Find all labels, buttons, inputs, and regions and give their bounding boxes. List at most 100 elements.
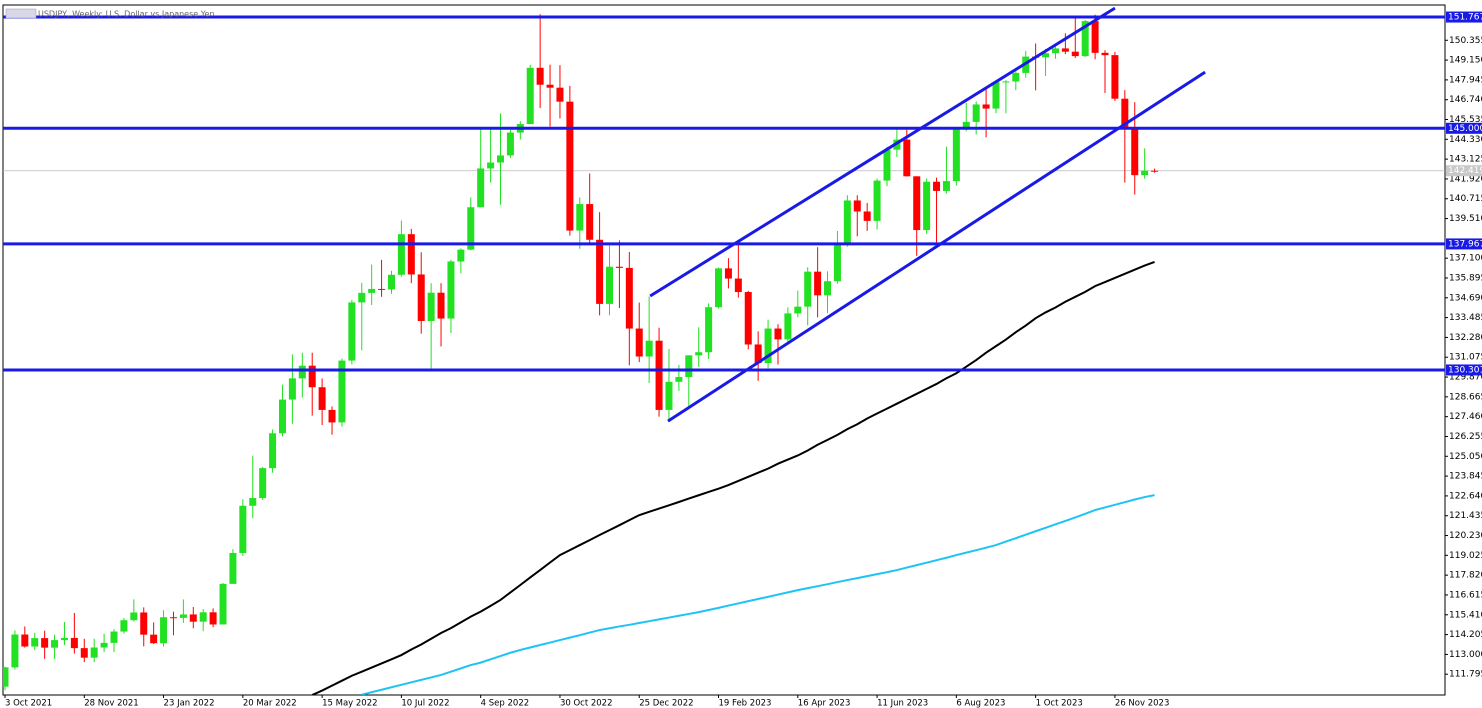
candle-body	[794, 306, 802, 314]
candle-body	[437, 292, 445, 319]
x-tick-label: 23 Jan 2022	[164, 699, 215, 708]
level-label-box	[1446, 122, 1482, 134]
plot-area	[3, 6, 1445, 695]
x-tick-label: 15 May 2022	[322, 699, 377, 708]
candle-body	[60, 637, 68, 641]
y-tick-label: 119.025	[1449, 551, 1482, 561]
level-label-box	[1446, 238, 1482, 250]
candle-body	[259, 468, 267, 499]
y-tick-label: 116.615	[1449, 590, 1482, 600]
level-label: 130.301	[1448, 365, 1482, 375]
y-tick-label: 113.000	[1449, 650, 1482, 660]
candle-body	[41, 638, 49, 648]
candle-body	[705, 307, 713, 353]
x-tick-label: 26 Nov 2023	[1115, 699, 1169, 708]
candle-body	[675, 377, 683, 382]
candle-body	[814, 271, 822, 296]
candle-body	[1061, 48, 1069, 52]
candle-body	[3, 667, 9, 687]
y-tick-label: 143.125	[1449, 155, 1482, 165]
candle-body	[586, 204, 594, 240]
candle-body	[804, 271, 812, 307]
candle-body	[338, 360, 346, 423]
x-tick-label: 3 Oct 2021	[5, 699, 52, 708]
candle-body	[596, 239, 604, 304]
candle-body	[923, 181, 931, 231]
x-tick-label: 30 Oct 2022	[560, 699, 613, 708]
candle-body	[724, 268, 732, 279]
candle-body	[90, 647, 98, 658]
y-tick-label: 120.230	[1449, 531, 1482, 541]
candle-body	[883, 149, 891, 181]
candle-body	[21, 634, 29, 647]
moving-average	[361, 494, 1155, 695]
candle-body	[665, 381, 673, 410]
candle-body	[526, 67, 534, 125]
y-tick-label: 133.485	[1449, 313, 1482, 323]
candle-body	[110, 631, 118, 643]
candle-body	[189, 614, 197, 622]
candle-body	[11, 634, 19, 668]
y-tick-label: 139.510	[1449, 214, 1482, 224]
candle-body	[1002, 81, 1010, 83]
y-tick-label: 134.690	[1449, 293, 1482, 303]
candle-body	[546, 84, 554, 88]
candle-body	[1042, 53, 1050, 58]
candle-body	[447, 261, 455, 319]
candle-body	[764, 328, 772, 364]
chart-title: USDJPY, Weekly: U.S. Dollar vs Japanese …	[38, 10, 215, 19]
candle-body	[209, 612, 217, 625]
candle-body	[150, 634, 158, 644]
level-label: 145.000	[1448, 124, 1482, 134]
y-tick-label: 121.435	[1449, 511, 1482, 521]
candle-body	[784, 313, 792, 340]
candle-body	[606, 266, 614, 304]
candle-body	[249, 498, 257, 506]
candle-body	[962, 121, 970, 129]
candle-body	[308, 365, 316, 388]
candle-body	[140, 612, 148, 635]
candle-body	[635, 328, 643, 357]
candle-body	[903, 139, 911, 177]
y-tick-label: 117.820	[1449, 571, 1482, 581]
plot-frame	[2, 4, 1446, 696]
candle-body	[655, 340, 663, 410]
candle-body	[1151, 170, 1159, 172]
candle-body	[754, 344, 762, 364]
y-tick-label: 144.330	[1449, 135, 1482, 145]
y-tick-label: 129.870	[1449, 373, 1482, 383]
candle-body	[1141, 170, 1149, 176]
candle-body	[1081, 21, 1089, 57]
candle-body	[348, 302, 356, 361]
candle-body	[130, 612, 138, 621]
candle-body	[477, 168, 485, 208]
trend-line	[667, 70, 1206, 423]
candle-body	[278, 399, 286, 434]
candle-body	[933, 181, 941, 191]
current-price-box	[1446, 165, 1482, 177]
candle-body	[625, 267, 633, 329]
y-tick-label: 140.715	[1449, 194, 1482, 204]
candle-body	[1091, 21, 1099, 53]
candle-body	[51, 640, 59, 648]
candle-body	[397, 234, 405, 275]
candle-body	[685, 355, 693, 378]
candle-body	[833, 243, 841, 282]
candle-body	[992, 82, 1000, 109]
trend-line	[649, 6, 1116, 298]
candle-body	[288, 378, 296, 400]
candle-body	[566, 101, 574, 231]
candle-body	[358, 292, 366, 303]
candle-body	[70, 637, 78, 649]
y-tick-label: 146.740	[1449, 95, 1482, 105]
candle-body	[1111, 55, 1119, 99]
candle-body	[368, 288, 376, 293]
candle-body	[457, 249, 465, 262]
candle-body	[1101, 52, 1109, 56]
candle-body	[536, 67, 544, 85]
candle-body	[120, 620, 128, 632]
candle-body	[1131, 129, 1139, 176]
x-tick-label: 25 Dec 2022	[639, 699, 693, 708]
candle-body	[695, 352, 703, 356]
y-tick-label: 127.460	[1449, 412, 1482, 422]
